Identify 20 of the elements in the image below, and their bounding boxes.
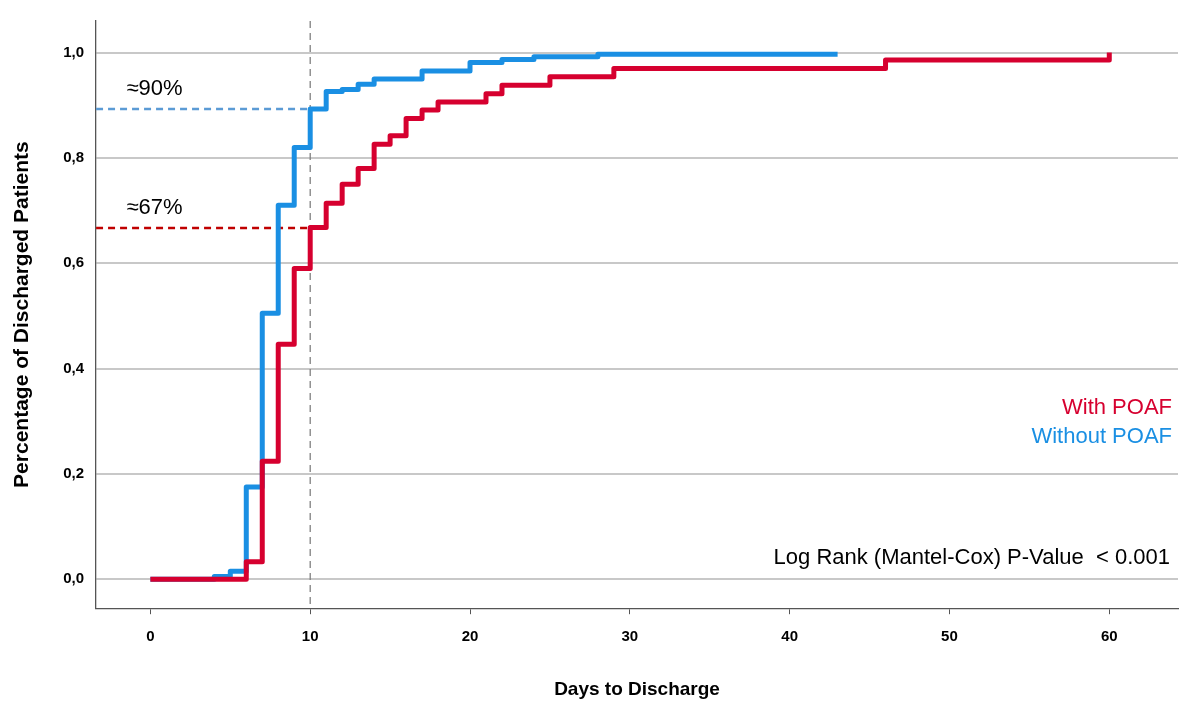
x-tick-label: 10 xyxy=(301,627,319,645)
y-tick-label: 0,4 xyxy=(63,358,85,376)
y-tick-label: 1,0 xyxy=(63,42,85,60)
y-tick-label: 0,8 xyxy=(63,148,85,166)
annotation: ≈67% xyxy=(126,193,183,219)
annotation: Log Rank (Mantel-Cox) P-Value < 0.001 xyxy=(773,544,1170,570)
x-tick-label: 0 xyxy=(146,627,155,645)
text: Without POAF xyxy=(1031,423,1172,449)
x-tick-label: 20 xyxy=(461,627,479,645)
x-tick-label: 60 xyxy=(1100,627,1118,645)
annotation: ≈90% xyxy=(126,74,183,100)
y-tick-label: 0,2 xyxy=(63,464,85,482)
x-tick-label: 30 xyxy=(621,627,639,645)
x-axis-title: Days to Discharge xyxy=(554,677,720,699)
text: With POAF xyxy=(1061,394,1172,420)
y-axis-title: Percentage of Discharged Patients xyxy=(9,141,33,488)
x-tick-label: 50 xyxy=(941,627,958,645)
y-tick-label: 0,0 xyxy=(63,569,85,587)
x-tick-label: 40 xyxy=(781,627,798,645)
y-tick-label: 0,6 xyxy=(63,253,85,271)
